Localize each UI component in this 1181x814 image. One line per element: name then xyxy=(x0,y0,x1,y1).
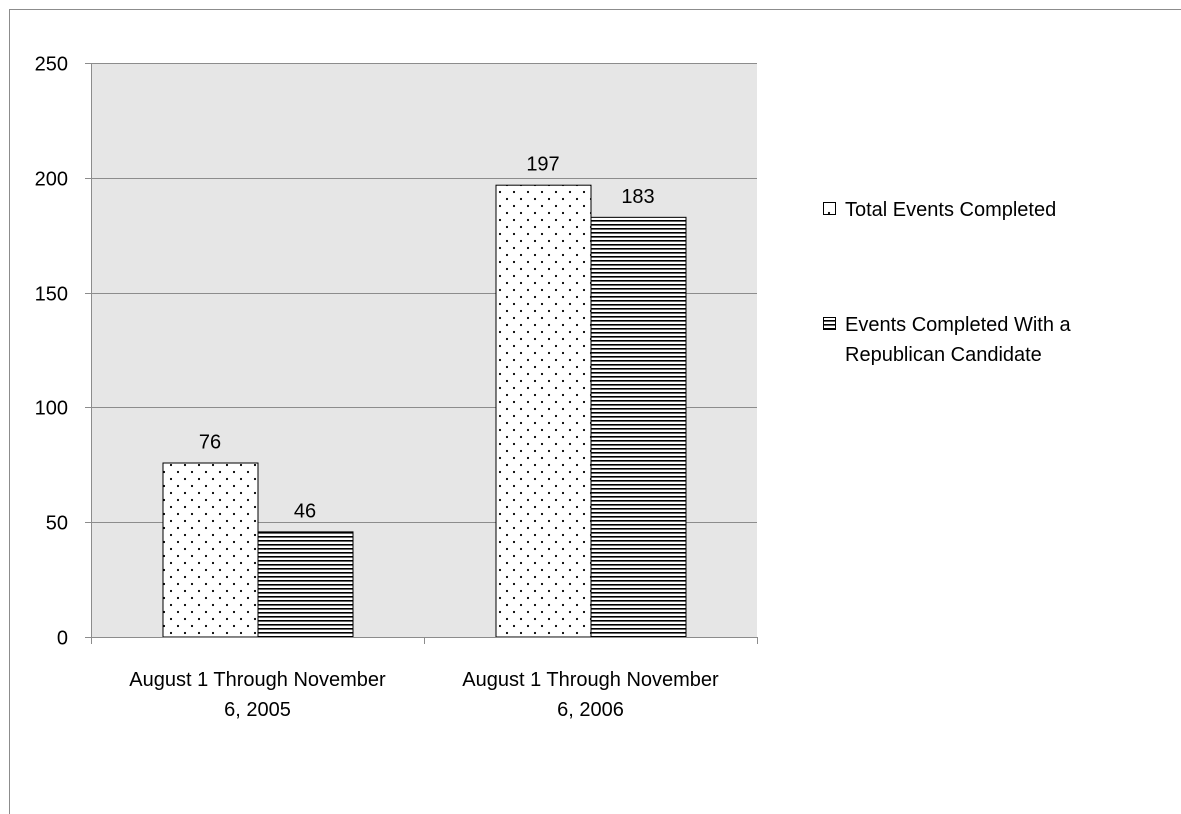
bars-group xyxy=(162,184,687,638)
x-tick-label-1-line-1: August 1 Through November xyxy=(129,669,386,691)
data-label-1-2: 197 xyxy=(526,154,559,176)
y-tick-label-50: 50 xyxy=(46,513,68,535)
x-tick-label-2-line-2: 6, 2006 xyxy=(557,699,624,721)
legend-label-2-line-1: Events Completed With a xyxy=(845,314,1072,336)
bar-2-1 xyxy=(257,531,354,638)
data-labels-group: 76 46 197 183 xyxy=(199,154,655,523)
x-tick-label-2-line-1: August 1 Through November xyxy=(462,669,719,691)
legend: Total Events Completed Events Completed W… xyxy=(823,199,1072,366)
y-tick-label-100: 100 xyxy=(35,398,68,420)
data-label-2-2: 183 xyxy=(621,186,654,208)
y-tick-label-200: 200 xyxy=(35,169,68,191)
bar-1-1 xyxy=(162,462,259,638)
chart-border xyxy=(9,9,1181,814)
data-label-1-1: 76 xyxy=(199,432,221,454)
x-tick-label-1-line-2: 6, 2005 xyxy=(224,699,291,721)
axes-group: 0 50 100 150 200 250 August 1 Through November… xyxy=(35,54,758,721)
bar-2-2 xyxy=(590,216,687,638)
legend-label-2-line-2: Republican Candidate xyxy=(845,344,1042,366)
y-tick-label-150: 150 xyxy=(35,284,68,306)
y-tick-label-250: 250 xyxy=(35,54,68,76)
data-label-2-1: 46 xyxy=(294,500,316,522)
y-tick-label-0: 0 xyxy=(57,628,68,650)
legend-swatch-2 xyxy=(823,317,836,330)
legend-label-1-line-1: Total Events Completed xyxy=(845,199,1056,221)
legend-swatch-1 xyxy=(823,202,836,215)
bar-1-2 xyxy=(495,184,592,638)
